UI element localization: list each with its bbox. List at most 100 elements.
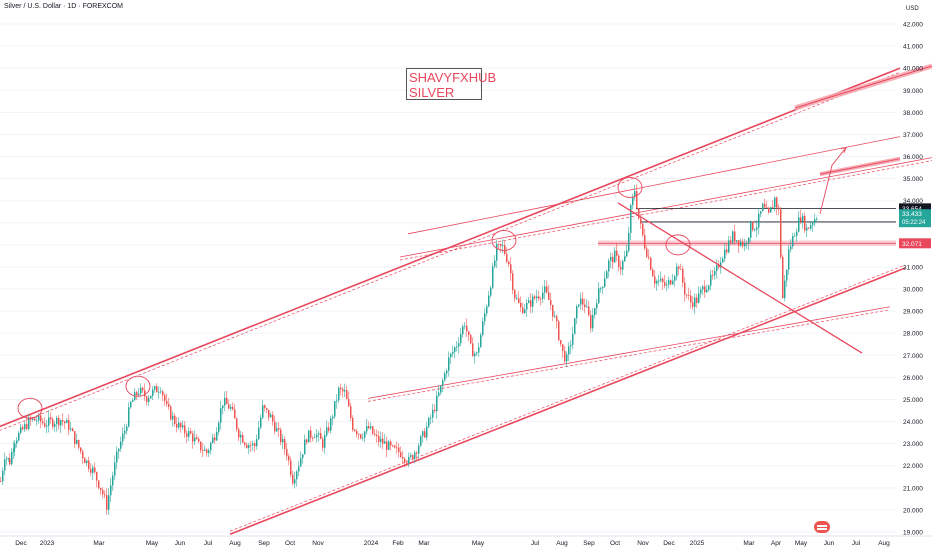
x-tick-label: Jun [175, 540, 186, 547]
candle-body [286, 449, 288, 457]
candle-body [148, 398, 150, 402]
candle-body [782, 256, 784, 299]
candle-body [610, 256, 612, 261]
candle-body [704, 286, 706, 293]
countdown-text: 05:22:24 [902, 220, 926, 226]
tradingview-logo-icon[interactable] [814, 521, 830, 533]
candle-body [626, 250, 628, 257]
candle-body [314, 437, 316, 438]
candle-body [404, 458, 406, 463]
candlestick-series [0, 184, 818, 515]
y-tick-label: 23.000 [903, 441, 923, 448]
candle-body [376, 434, 378, 437]
candle-body [744, 243, 746, 247]
candle-body [142, 387, 144, 391]
candle-body [342, 389, 344, 392]
x-tick-label: May [146, 540, 159, 547]
candle-body [644, 235, 646, 249]
candle-body [582, 298, 584, 305]
chart-title: Silver / U.S. Dollar · 1D · FOREXCOM [4, 3, 124, 10]
candle-body [422, 431, 424, 437]
candle-body [466, 325, 468, 332]
candle-body [380, 438, 382, 442]
candle-body [74, 431, 76, 444]
candle-body [442, 380, 444, 386]
candle-body [576, 306, 578, 319]
candle-body [56, 417, 58, 425]
candle-body [578, 304, 580, 307]
candle-body [548, 292, 550, 300]
candle-body [634, 191, 636, 197]
candle-body [130, 401, 132, 408]
candle-body [0, 481, 2, 482]
candle-body [542, 292, 544, 299]
candle-body [456, 346, 458, 348]
candle-body [20, 427, 22, 433]
candle-body [254, 443, 256, 447]
candle-body [764, 203, 766, 208]
candle-body [102, 489, 104, 495]
candle-body [328, 427, 330, 431]
candle-body [176, 424, 178, 428]
candle-body [504, 245, 506, 254]
candle-body [784, 280, 786, 299]
inner-trendline-1-dashed [399, 160, 932, 261]
candle-body [510, 264, 512, 274]
candle-body [600, 287, 602, 289]
candle-body [396, 447, 398, 449]
candle-body [4, 459, 6, 471]
x-tick-label: May [472, 540, 485, 547]
candle-body [242, 435, 244, 443]
candle-body [502, 245, 504, 246]
candle-body [96, 472, 98, 481]
x-tick-label: Dec [663, 540, 675, 547]
x-tick-label: Aug [878, 540, 890, 547]
candle-body [716, 265, 718, 272]
channel-top-ray [794, 65, 932, 109]
candle-body [392, 445, 394, 447]
candle-body [324, 435, 326, 448]
projection-path [819, 147, 847, 215]
candle-body [792, 236, 794, 247]
highlight-circle [491, 230, 517, 251]
candle-body [156, 386, 158, 393]
inner-trendline-1 [399, 157, 932, 258]
candle-body [446, 370, 448, 374]
candle-body [50, 417, 52, 420]
candle-body [330, 418, 332, 431]
watermark-line-2: SILVER [409, 85, 455, 100]
candle-body [694, 297, 696, 307]
candle-body [11, 451, 13, 465]
candle-body [364, 431, 366, 438]
candle-body [184, 425, 186, 434]
candle-body [516, 298, 518, 300]
candle-body [790, 246, 792, 250]
price-axis[interactable]: 19.000 20.000 21.000 22.000 23.000 24.000 25.0… [903, 22, 923, 537]
candle-body [334, 401, 336, 417]
candle-body [160, 391, 162, 393]
candle-body [588, 306, 590, 316]
candle-body [9, 458, 11, 465]
candle-body [682, 268, 684, 283]
candle-body [674, 276, 676, 281]
candle-body [518, 298, 520, 303]
candle-body [346, 390, 348, 400]
candle-body [164, 395, 166, 402]
candle-body [580, 298, 582, 305]
time-axis[interactable]: Dec 2023 Mar May Jun Jul Aug Sep Oct Nov 2024 Feb Ma… [0, 535, 932, 547]
x-tick-label: Jun [824, 540, 835, 547]
candle-body [232, 406, 234, 410]
candle-body [592, 315, 594, 329]
candle-body [210, 442, 212, 451]
candle-body [766, 207, 768, 209]
highlight-circle [17, 397, 43, 419]
candle-body [298, 466, 300, 472]
y-tick-label: 29.000 [903, 309, 923, 316]
candle-body [48, 417, 50, 426]
candle-body [494, 260, 496, 267]
candle-body [22, 427, 24, 430]
candle-body [202, 450, 204, 452]
candle-body [452, 351, 454, 354]
highlight-circle [665, 234, 691, 256]
candle-body [586, 306, 588, 308]
